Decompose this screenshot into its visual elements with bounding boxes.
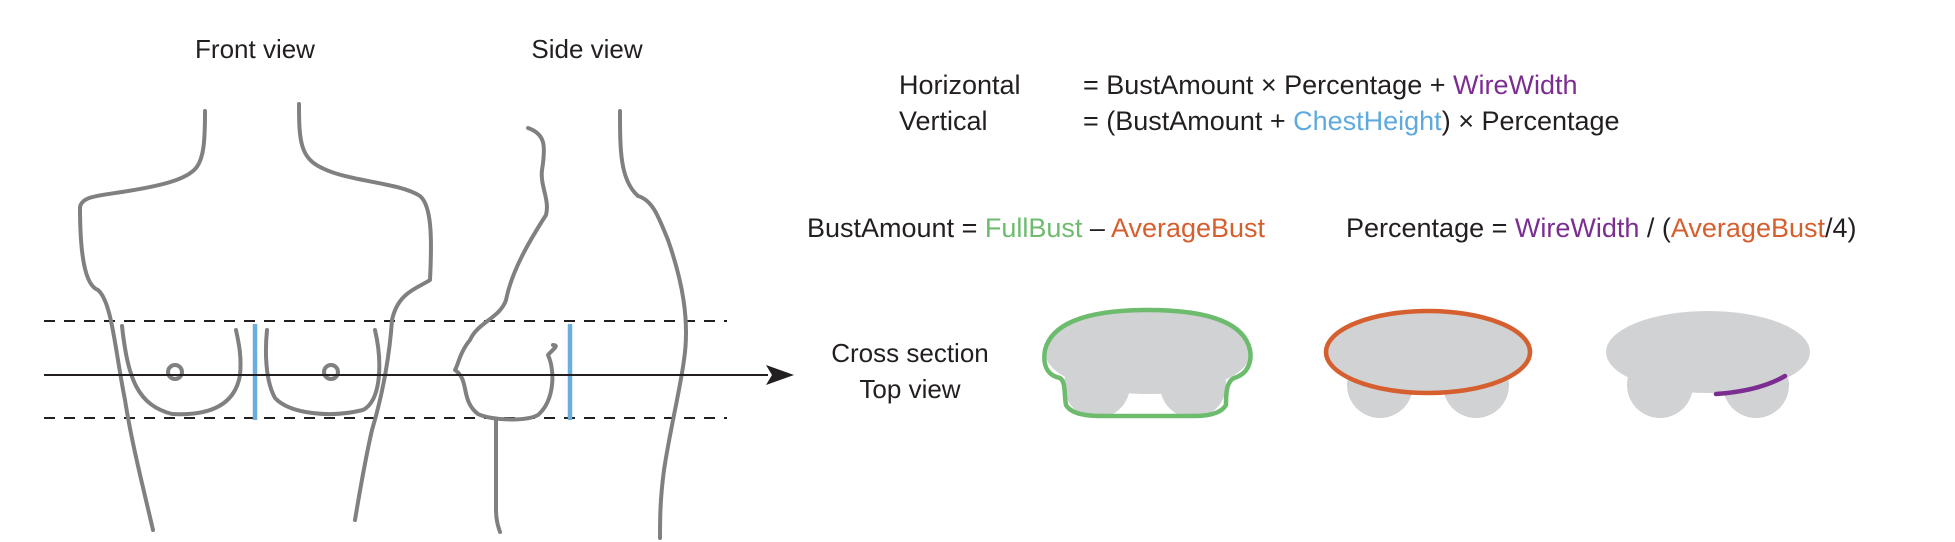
cross-section-arrow [44,365,794,385]
side-lower-outline [493,418,502,534]
top-view-label: Top view [859,374,960,404]
side-view-label: Side view [531,34,642,64]
cross-section-full-bust [1042,307,1253,419]
front-view-label: Front view [195,34,315,64]
cross-section-label: Cross section [831,338,989,368]
average-bust-contour [1323,308,1533,396]
front-left-outline [78,109,207,532]
full-bust-contour [1042,307,1253,419]
horizontal-label: Horizontal [899,70,1021,100]
vertical-label: Vertical [899,106,988,136]
left-nipple [166,363,184,381]
cross-section-average-bust [1323,308,1533,418]
cross-section-wire-width [1606,311,1810,418]
side-front-outline [453,126,558,422]
side-view-torso [453,109,688,540]
wire-width-arc [1713,373,1788,397]
horizontal-formula: = BustAmount × Percentage + WireWidth [1083,70,1578,100]
bust-amount-formula: BustAmount = FullBust – AverageBust [807,213,1266,243]
left-breast-outline [120,324,243,417]
percentage-formula: Percentage = WireWidth / (AverageBust/4) [1346,213,1857,243]
vertical-formula: = (BustAmount + ChestHeight) × Percentag… [1083,106,1620,136]
side-back-outline [618,109,688,540]
right-nipple [322,363,340,381]
front-view-torso [78,102,433,532]
front-right-outline [297,102,433,522]
